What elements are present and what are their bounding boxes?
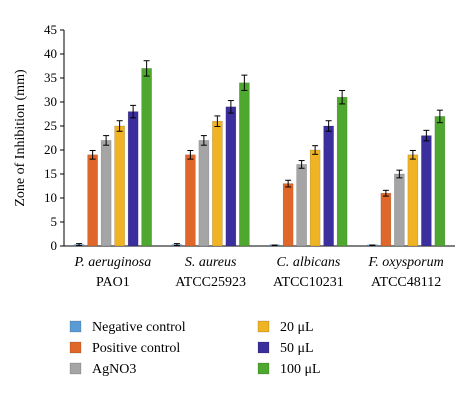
bar [394,173,405,247]
y-ticks: 0 5 10 15 20 25 30 35 40 45 [44,22,64,253]
y-tick-label: 25 [44,118,57,133]
legend-swatch [69,320,82,333]
bars [73,60,446,247]
legend-label: AgNO3 [92,362,136,377]
bar [282,183,294,247]
bar [212,120,223,247]
category-label-line2: PAO1 [96,275,130,290]
legend-swatch [69,362,82,375]
bar [407,154,419,247]
y-axis-title: Zone of Inhibition (mm) [13,69,28,207]
bar [141,68,152,247]
category-labels: P. aeruginosa PAO1 S. aureus ATCC25923 C. al… [74,255,444,290]
bar [185,154,196,247]
y-tick-label: 15 [44,166,57,181]
legend-label: 50 μL [280,341,314,356]
category-label-line2: ATCC25923 [175,275,246,290]
category-label-line1: C. albicans [276,255,340,270]
y-tick-label: 20 [44,142,57,157]
y-tick-label: 45 [44,22,57,37]
bar [225,106,237,247]
y-tick-label: 0 [51,238,58,253]
category-label-line1: P. aeruginosa [74,255,152,270]
bar [434,116,446,247]
bar [87,154,98,247]
category-label-line1: S. aureus [185,255,237,270]
y-tick-label: 35 [44,70,57,85]
y-tick-label: 5 [51,214,58,229]
legend-swatch [257,362,270,375]
bar [421,135,432,247]
legend: Negative control Positive control AgNO3 20 … [69,320,321,377]
legend-label: Positive control [92,341,180,356]
category-label-line2: ATCC48112 [371,275,441,290]
legend-swatch [257,341,270,354]
legend-label: 20 μL [280,320,314,335]
legend-swatch [257,320,270,333]
bar [296,164,307,247]
bar [323,125,334,247]
legend-label: 100 μL [280,362,321,377]
bar [100,140,112,247]
category-label-line1: F. oxysporum [368,255,444,270]
bar [380,192,392,247]
legend-label: Negative control [92,320,186,335]
bar [336,96,348,247]
bar [309,149,321,247]
legend-swatch [69,341,82,354]
y-tick-label: 30 [44,94,57,109]
category-label-line2: ATCC10231 [273,275,344,290]
bar [127,111,139,247]
y-tick-label: 40 [44,46,57,61]
y-tick-label: 10 [44,190,57,205]
bar [239,82,250,247]
bar [114,125,125,247]
bar [198,140,210,247]
